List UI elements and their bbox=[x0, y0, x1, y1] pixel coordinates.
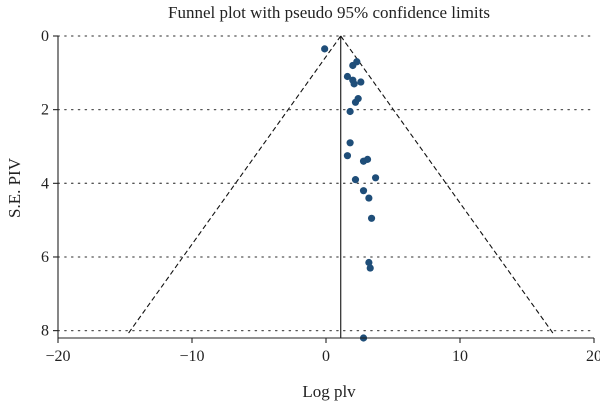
y-tick-label-6: 6 bbox=[41, 249, 49, 266]
data-point-14 bbox=[351, 176, 360, 184]
lower-confidence-limit bbox=[127, 35, 342, 335]
data-point-2 bbox=[349, 61, 357, 70]
data-point-15 bbox=[371, 174, 380, 182]
y-tick-label-4: 4 bbox=[41, 175, 49, 192]
upper-confidence-limit bbox=[340, 35, 555, 335]
x-tick-label-20: 20 bbox=[586, 348, 600, 365]
y-axis-title: S.E. PIV bbox=[5, 157, 24, 218]
y-tick-label-8: 8 bbox=[41, 323, 49, 340]
data-point-6 bbox=[350, 80, 358, 88]
data-point-19 bbox=[365, 258, 373, 267]
gridlines bbox=[57, 35, 595, 332]
data-point-13 bbox=[359, 157, 368, 165]
x-tick-label--10: −10 bbox=[179, 348, 204, 365]
data-point-20 bbox=[366, 264, 374, 272]
data-points bbox=[321, 45, 380, 342]
y-tick-label-0: 0 bbox=[41, 28, 49, 45]
x-tick-label--20: −20 bbox=[45, 348, 70, 365]
y-tick-label-2: 2 bbox=[41, 102, 49, 119]
x-tick-label-10: 10 bbox=[452, 348, 468, 365]
axes: 0 2 4 6 8 −20 −10 0 10 20 bbox=[41, 28, 600, 365]
chart-title: Funnel plot with pseudo 95% confidence l… bbox=[168, 3, 490, 22]
x-axis-title: Log plv bbox=[302, 382, 356, 401]
data-point-17 bbox=[365, 194, 373, 202]
data-point-16 bbox=[359, 187, 368, 195]
data-point-9 bbox=[346, 107, 354, 116]
data-point-11 bbox=[343, 152, 352, 160]
data-point-5 bbox=[357, 78, 365, 86]
x-tick-label-0: 0 bbox=[322, 348, 330, 365]
data-point-0 bbox=[321, 45, 329, 53]
data-point-8 bbox=[351, 98, 360, 106]
data-point-3 bbox=[343, 72, 352, 81]
data-point-10 bbox=[346, 139, 354, 147]
confidence-limits bbox=[127, 35, 555, 338]
data-point-18 bbox=[367, 214, 376, 222]
